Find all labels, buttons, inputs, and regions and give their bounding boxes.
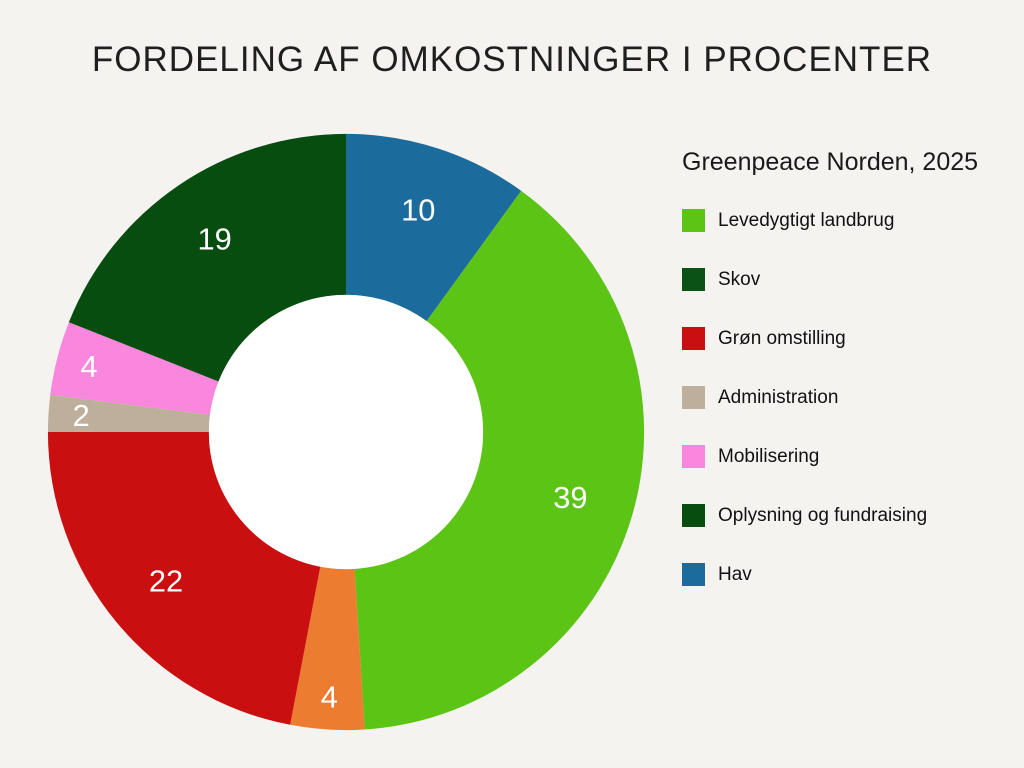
legend-item-gr-n-omstilling: Grøn omstilling xyxy=(682,327,1002,350)
legend-label: Hav xyxy=(718,563,752,585)
legend-item-hav: Hav xyxy=(682,563,1002,586)
slice-value-label-mobilisering: 4 xyxy=(80,349,97,384)
legend-swatch-administration xyxy=(682,386,705,409)
pie-slice-skov xyxy=(290,566,365,731)
pie-slice-administration xyxy=(47,394,210,432)
legend-swatch-gr-n-omstilling xyxy=(682,327,705,350)
slice-value-label-oplysning-og-fundraising: 19 xyxy=(198,222,232,257)
slice-value-label-skov: 4 xyxy=(321,680,338,715)
pie-slice-oplysning-og-fundraising xyxy=(68,133,346,382)
chart-title: FORDELING AF OMKOSTNINGER I PROCENTER xyxy=(91,40,933,79)
legend-swatch-skov xyxy=(682,268,705,291)
slice-value-label-gr-n-omstilling: 22 xyxy=(149,564,183,599)
legend-label: Administration xyxy=(718,386,839,408)
pie-slice-gr-n-omstilling xyxy=(47,432,321,725)
slice-value-label-administration: 2 xyxy=(73,398,90,433)
pie-slice-mobilisering xyxy=(50,322,219,415)
pie-slice-levedygtigt-landbrug xyxy=(354,190,645,730)
legend: Greenpeace Norden, 2025 Levedygtigt land… xyxy=(682,146,1002,622)
legend-swatch-mobilisering xyxy=(682,445,705,468)
legend-label: Skov xyxy=(718,268,761,290)
legend-items: Levedygtigt landbrug Skov Grøn omstilling A… xyxy=(682,209,1002,586)
slice-value-label-levedygtigt-landbrug: 39 xyxy=(553,480,587,515)
legend-item-administration: Administration xyxy=(682,386,1002,409)
legend-label: Grøn omstilling xyxy=(718,327,846,349)
legend-item-levedygtigt-landbrug: Levedygtigt landbrug xyxy=(682,209,1002,232)
legend-swatch-oplysning-og-fundraising xyxy=(682,504,705,527)
pie-slice-hav xyxy=(346,133,522,322)
legend-item-skov: Skov xyxy=(682,268,1002,291)
legend-item-mobilisering: Mobilisering xyxy=(682,445,1002,468)
legend-label: Levedygtigt landbrug xyxy=(718,209,895,231)
legend-swatch-hav xyxy=(682,563,705,586)
legend-label: Oplysning og fundraising xyxy=(718,504,928,526)
legend-item-oplysning-og-fundraising: Oplysning og fundraising xyxy=(682,504,1002,527)
donut-hole xyxy=(208,294,484,570)
legend-label: Mobilisering xyxy=(718,445,820,467)
legend-swatch-levedygtigt-landbrug xyxy=(682,209,705,232)
slice-value-label-hav: 10 xyxy=(401,193,435,228)
donut-chart-container: 10 39 4 22 2 4 19 xyxy=(38,124,654,745)
legend-title: Greenpeace Norden, 2025 xyxy=(682,148,979,176)
